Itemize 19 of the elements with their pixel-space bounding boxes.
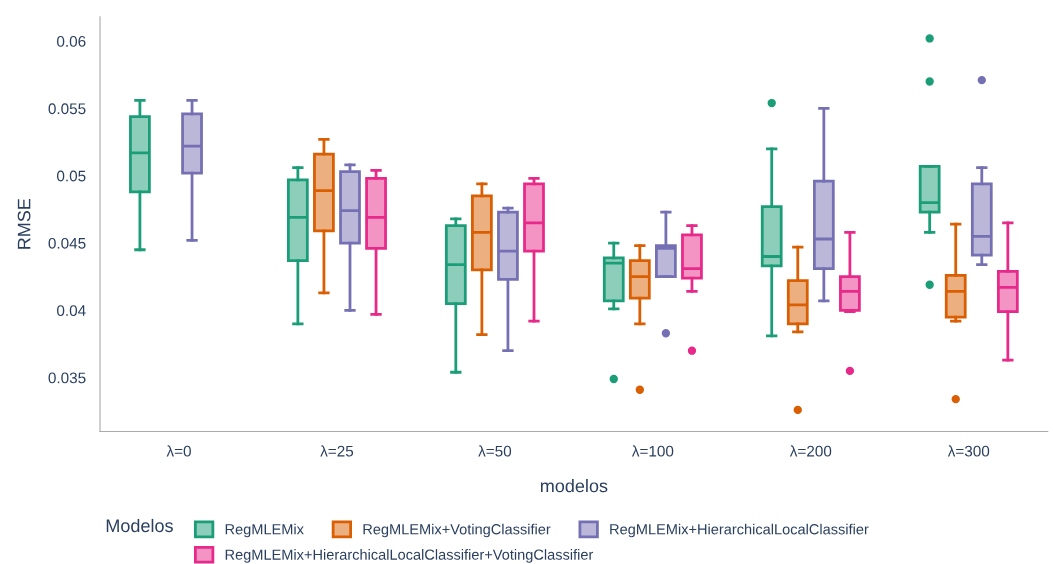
legend-label: RegMLEMix (225, 523, 304, 538)
x-tick-label: λ=200 (789, 445, 832, 457)
x-tick-label: λ=100 (631, 445, 674, 457)
y-tick-label: 0.045 (48, 237, 86, 249)
x-tick-label: λ=50 (478, 445, 512, 457)
y-tick-label: 0.05 (57, 170, 86, 182)
y-tick-label: 0.055 (48, 103, 86, 115)
x-tick-label: λ=25 (320, 445, 354, 457)
y-axis-title: RMSE (17, 198, 31, 249)
y-tick-label: 0.06 (57, 36, 86, 47)
x-tick-label: λ=0 (166, 445, 191, 457)
legend-label: RegMLEMix+HierarchicalLocalClassifier (610, 523, 869, 538)
legend-title: Modelos (106, 518, 173, 533)
x-tick-label: λ=300 (947, 445, 990, 457)
legend-label: RegMLEMix+VotingClassifier (363, 523, 551, 538)
x-axis-title: modelos (540, 479, 608, 493)
y-tick-label: 0.04 (57, 305, 86, 317)
legend-label: RegMLEMix+HierarchicalLocalClassifier+VotingClassifier (225, 549, 594, 563)
y-tick-label: 0.035 (48, 372, 86, 384)
